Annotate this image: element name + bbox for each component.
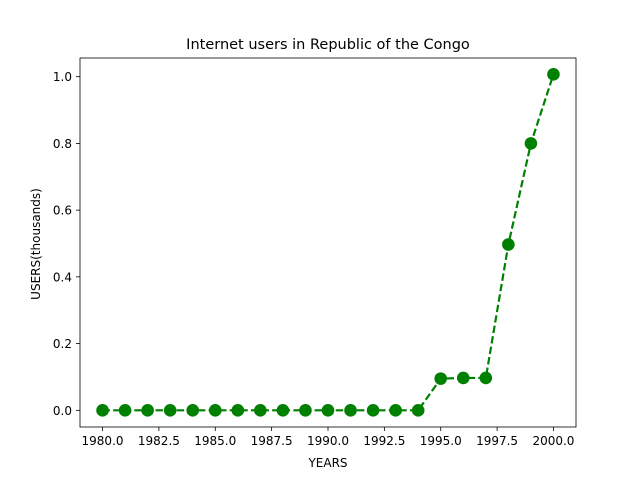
series-line	[102, 74, 555, 412]
y-tick-label: 0.6	[53, 204, 72, 218]
data-point	[118, 404, 132, 417]
x-tick-label: 1985.0	[194, 434, 236, 448]
data-point	[231, 404, 245, 417]
y-tick-label: 0.2	[53, 337, 72, 351]
data-point	[547, 68, 560, 81]
y-tick-label: 1.0	[53, 70, 72, 84]
data-point	[389, 404, 402, 417]
x-tick-label: 2000.0	[532, 434, 574, 448]
data-point	[366, 404, 380, 417]
data-point	[163, 404, 177, 417]
x-axis: 1980.0 1982.5 1985.0 1987.5 1990.0 1992.5 1995…	[82, 427, 574, 448]
x-tick-label: 1990.0	[307, 434, 349, 448]
x-tick-label: 1987.5	[251, 434, 293, 448]
y-tick-label: 0.4	[53, 270, 72, 284]
data-point	[276, 404, 290, 417]
x-tick-label: 1980.0	[82, 434, 124, 448]
data-point	[411, 404, 425, 417]
y-axis-label: USERS(thousands)	[29, 188, 43, 300]
x-tick-label: 1997.5	[476, 434, 518, 448]
data-point	[321, 404, 335, 417]
x-axis-label: YEARS	[307, 456, 347, 470]
plot-area	[96, 68, 560, 417]
x-tick-label: 1982.5	[138, 434, 180, 448]
x-tick-label: 1992.5	[363, 434, 405, 448]
y-tick-label: 0.0	[53, 404, 72, 418]
data-point	[502, 238, 515, 251]
data-point	[479, 371, 493, 385]
data-point	[186, 404, 200, 417]
data-point	[344, 404, 357, 417]
y-axis: 0.0 0.2 0.4 0.6 0.8 1.0	[53, 70, 80, 418]
data-point	[299, 404, 312, 417]
chart-title: Internet users in Republic of the Congo	[186, 37, 470, 53]
data-point	[208, 404, 222, 417]
x-tick-label: 1995.0	[420, 434, 462, 448]
data-point	[456, 371, 470, 385]
plot-frame	[79, 57, 577, 428]
data-point	[434, 372, 448, 385]
data-point	[254, 404, 267, 417]
data-point	[141, 404, 154, 417]
y-tick-label: 0.8	[53, 137, 72, 151]
data-point	[96, 404, 109, 417]
data-point	[524, 137, 538, 150]
